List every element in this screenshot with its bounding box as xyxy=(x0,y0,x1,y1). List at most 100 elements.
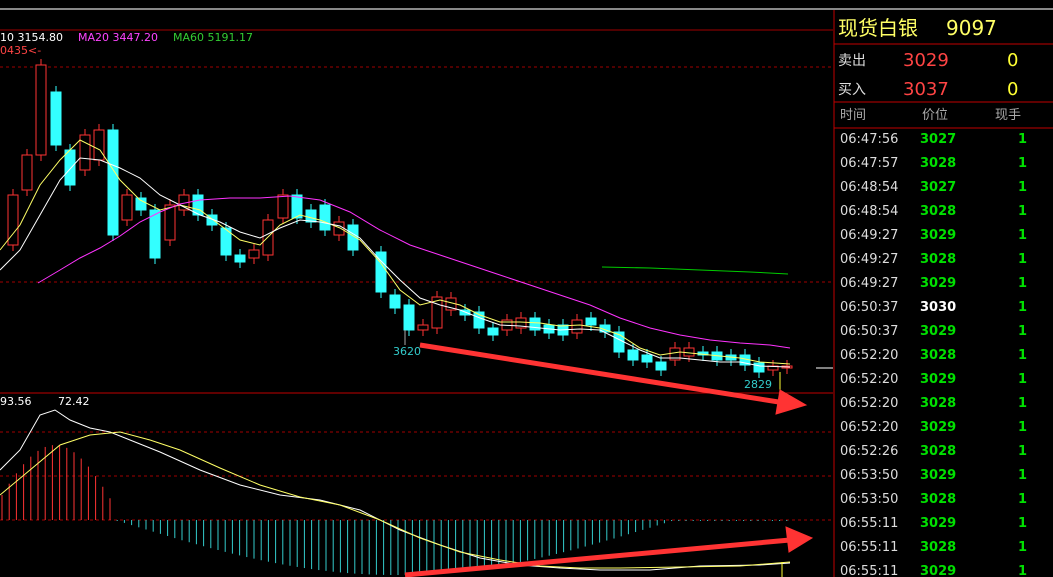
candle-body xyxy=(79,134,91,171)
buy-label: 买入 xyxy=(838,82,866,98)
trade-vol: 1 xyxy=(1018,540,1027,555)
candle-body xyxy=(291,194,303,219)
trade-price: 3028 xyxy=(920,492,956,507)
candle-body xyxy=(585,317,597,326)
candle-body xyxy=(753,362,765,373)
trade-price: 3030 xyxy=(920,300,956,315)
trade-time: 06:52:20 xyxy=(840,348,898,363)
sell-vol: 0 xyxy=(1007,50,1018,71)
trade-price: 3028 xyxy=(920,444,956,459)
candle-body xyxy=(473,311,485,329)
candle-body xyxy=(389,294,401,309)
candle-body xyxy=(529,317,541,331)
grid xyxy=(0,66,833,521)
trade-vol: 1 xyxy=(1018,156,1027,171)
trade-vol: 1 xyxy=(1018,372,1027,387)
buy-price: 3037 xyxy=(903,79,949,100)
arrow-head xyxy=(785,526,814,553)
trade-vol: 1 xyxy=(1018,348,1027,363)
trade-vol: 1 xyxy=(1018,420,1027,435)
candle-body xyxy=(319,204,331,231)
last-label: 2829 xyxy=(744,378,772,391)
candle-body xyxy=(35,64,47,156)
instrument-code: 9097 xyxy=(946,16,997,40)
candle-body xyxy=(683,347,695,357)
trade-time: 06:48:54 xyxy=(840,180,898,195)
candle-body xyxy=(487,327,499,336)
trade-time: 06:47:57 xyxy=(840,156,898,171)
trade-time: 06:52:20 xyxy=(840,396,898,411)
macd-line xyxy=(0,431,791,569)
trade-price: 3027 xyxy=(920,132,956,147)
trade-price: 3029 xyxy=(920,420,956,435)
top-strip xyxy=(0,0,1053,9)
marker-label: 0435<- xyxy=(0,44,41,57)
trade-price: 3029 xyxy=(920,276,956,291)
ma10-label: 10 3154.80 xyxy=(0,31,63,44)
ma60-label: MA60 5191.17 xyxy=(173,31,253,44)
candle-body xyxy=(277,194,289,219)
candle-body xyxy=(571,319,583,334)
trade-rows: 06:47:56 3027 1 06:47:57 3028 1 06:48:54 3027 1 0… xyxy=(840,132,1027,577)
trade-vol: 1 xyxy=(1018,228,1027,243)
candle-body xyxy=(164,204,176,241)
candle-body xyxy=(7,194,19,246)
macd-label: 72.42 xyxy=(58,395,90,408)
col-header: 价位 xyxy=(922,108,948,123)
trade-vol: 1 xyxy=(1018,132,1027,147)
trade-time: 06:55:11 xyxy=(840,540,898,555)
trade-vol: 1 xyxy=(1018,204,1027,219)
trend-arrow xyxy=(404,537,791,577)
trade-vol: 1 xyxy=(1018,564,1027,577)
trade-price: 3029 xyxy=(920,516,956,531)
macd-label: 93.56 xyxy=(0,395,32,408)
trade-time: 06:50:37 xyxy=(840,324,898,339)
trade-price: 3029 xyxy=(920,228,956,243)
candle-body xyxy=(515,317,527,329)
candle-body xyxy=(50,91,62,146)
candle-body xyxy=(627,349,639,361)
trade-vol: 1 xyxy=(1018,468,1027,483)
ma20-label: MA20 3447.20 xyxy=(78,31,158,44)
arrow-head xyxy=(775,389,808,415)
macd-bars xyxy=(1,445,788,575)
candle-body xyxy=(64,149,76,186)
sell-price: 3029 xyxy=(903,50,949,71)
candle-body xyxy=(206,214,218,226)
trade-time: 06:49:27 xyxy=(840,252,898,267)
trade-price: 3028 xyxy=(920,348,956,363)
candle-body xyxy=(135,197,147,211)
trend-arrow xyxy=(419,342,786,406)
candle-body xyxy=(107,129,119,236)
sell-label: 卖出 xyxy=(838,53,866,69)
trade-price: 3028 xyxy=(920,204,956,219)
candle-body xyxy=(333,221,345,236)
trade-time: 06:52:20 xyxy=(840,420,898,435)
candle-body xyxy=(192,194,204,216)
candle-body xyxy=(234,254,246,263)
trade-vol: 1 xyxy=(1018,516,1027,531)
trade-time: 06:50:37 xyxy=(840,300,898,315)
ma-line xyxy=(0,157,791,368)
trade-price: 3029 xyxy=(920,372,956,387)
trade-vol: 1 xyxy=(1018,492,1027,507)
candle-body xyxy=(347,224,359,251)
candle-body xyxy=(655,361,667,371)
candle-body xyxy=(93,129,105,161)
buy-vol: 0 xyxy=(1007,79,1018,100)
trade-price: 3028 xyxy=(920,396,956,411)
trade-vol: 1 xyxy=(1018,276,1027,291)
col-header: 时间 xyxy=(840,108,866,123)
ma-line xyxy=(37,195,791,349)
trade-price: 3028 xyxy=(920,252,956,267)
candles xyxy=(7,59,793,378)
instrument-name: 现货白银 xyxy=(838,16,918,40)
trade-time: 06:53:50 xyxy=(840,492,898,507)
candle-body xyxy=(641,354,653,363)
macd-line xyxy=(0,409,791,571)
trade-vol: 1 xyxy=(1018,324,1027,339)
candle-body xyxy=(431,296,443,329)
trade-price: 3027 xyxy=(920,180,956,195)
